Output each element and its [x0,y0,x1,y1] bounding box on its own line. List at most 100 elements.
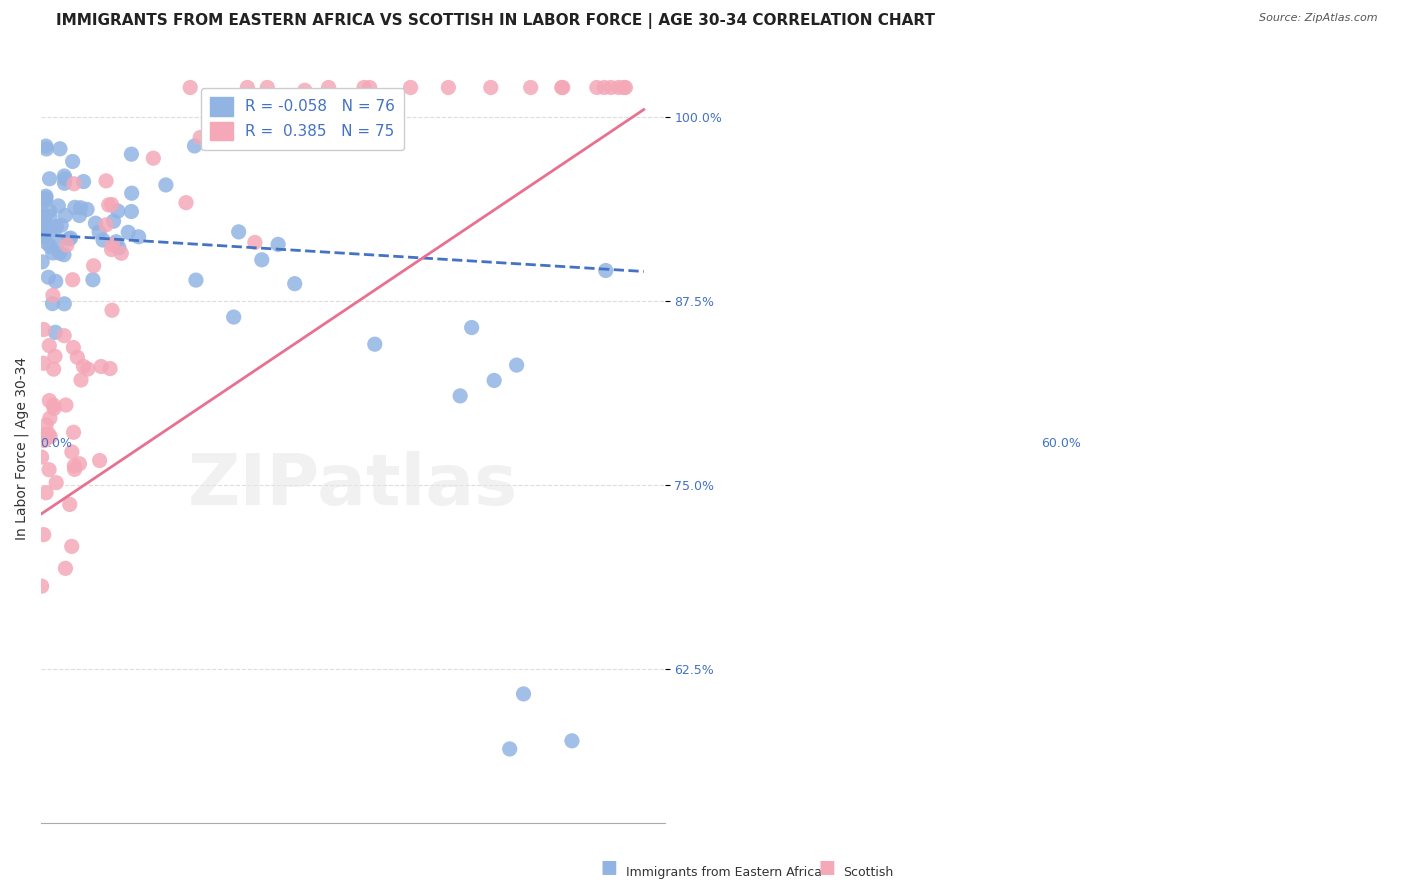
Immigrants from Eastern Africa [364,337,387,351]
Immigrants from Eastern Africa [82,273,104,287]
Immigrants from Eastern Africa [595,263,617,277]
Scottish [519,80,541,95]
Scottish [62,425,84,440]
Immigrants from Eastern Africa [41,296,63,310]
Immigrants from Eastern Africa [284,277,307,291]
Scottish [188,130,211,145]
Scottish [42,288,65,302]
Text: 0.0%: 0.0% [41,437,73,450]
Scottish [32,356,55,370]
Immigrants from Eastern Africa [48,246,70,260]
Immigrants from Eastern Africa [52,248,75,262]
Scottish [60,445,83,459]
Immigrants from Eastern Africa [53,209,76,223]
Y-axis label: In Labor Force | Age 30-34: In Labor Force | Age 30-34 [15,357,30,540]
Immigrants from Eastern Africa [31,209,53,223]
Immigrants from Eastern Africa [505,358,527,372]
Scottish [98,361,121,376]
Immigrants from Eastern Africa [48,234,70,248]
Scottish [32,427,55,442]
Scottish [399,80,422,95]
Scottish [38,463,60,477]
Scottish [53,328,76,343]
Immigrants from Eastern Africa [107,204,129,219]
Legend: R = -0.058   N = 76, R =  0.385   N = 75: R = -0.058 N = 76, R = 0.385 N = 75 [201,88,405,150]
Immigrants from Eastern Africa [45,219,67,234]
Immigrants from Eastern Africa [183,139,205,153]
Scottish [55,561,77,575]
Text: IMMIGRANTS FROM EASTERN AFRICA VS SCOTTISH IN LABOR FORCE | AGE 30-34 CORRELATIO: IMMIGRANTS FROM EASTERN AFRICA VS SCOTTI… [56,13,935,29]
Scottish [353,80,375,95]
Immigrants from Eastern Africa [39,210,62,224]
Immigrants from Eastern Africa [120,147,142,161]
Scottish [62,341,84,355]
Immigrants from Eastern Africa [155,178,177,192]
Immigrants from Eastern Africa [34,193,56,207]
Scottish [60,540,83,554]
Immigrants from Eastern Africa [103,214,125,228]
Scottish [90,359,112,374]
Scottish [100,243,122,257]
Immigrants from Eastern Africa [460,320,482,334]
Scottish [31,579,53,593]
Immigrants from Eastern Africa [53,176,76,190]
Immigrants from Eastern Africa [51,219,73,233]
Scottish [585,80,607,95]
Scottish [174,195,197,210]
Text: Source: ZipAtlas.com: Source: ZipAtlas.com [1260,13,1378,23]
Scottish [44,349,66,363]
Scottish [32,322,55,336]
Immigrants from Eastern Africa [76,202,98,217]
Immigrants from Eastern Africa [49,142,72,156]
Immigrants from Eastern Africa [67,209,90,223]
Scottish [38,427,60,442]
Scottish [437,80,460,95]
Immigrants from Eastern Africa [34,227,56,242]
Text: 60.0%: 60.0% [1040,437,1081,450]
Immigrants from Eastern Africa [38,204,60,219]
Scottish [42,362,65,376]
Scottish [593,80,616,95]
Scottish [39,411,62,425]
Scottish [42,398,65,412]
Scottish [243,235,266,250]
Immigrants from Eastern Africa [128,229,150,244]
Scottish [56,238,79,252]
Immigrants from Eastern Africa [184,273,207,287]
Scottish [76,362,98,376]
Scottish [318,80,340,95]
Scottish [179,80,201,95]
Immigrants from Eastern Africa [31,228,53,243]
Immigrants from Eastern Africa [108,241,131,255]
Immigrants from Eastern Africa [449,389,471,403]
Scottish [35,417,58,432]
Immigrants from Eastern Africa [39,239,62,253]
Immigrants from Eastern Africa [499,742,522,756]
Scottish [83,259,105,273]
Immigrants from Eastern Africa [44,326,66,340]
Immigrants from Eastern Africa [250,252,273,267]
Scottish [294,83,316,97]
Immigrants from Eastern Africa [35,139,58,153]
Immigrants from Eastern Africa [69,201,91,215]
Scottish [100,197,122,211]
Immigrants from Eastern Africa [561,734,583,748]
Scottish [359,80,381,95]
Scottish [59,498,82,512]
Immigrants from Eastern Africa [228,225,250,239]
Immigrants from Eastern Africa [35,142,58,156]
Immigrants from Eastern Africa [31,205,53,219]
Scottish [38,393,60,408]
Immigrants from Eastern Africa [39,223,62,237]
Immigrants from Eastern Africa [105,235,128,249]
Scottish [285,96,308,111]
Immigrants from Eastern Africa [32,220,55,235]
Scottish [101,303,124,318]
Scottish [34,434,56,448]
Immigrants from Eastern Africa [84,216,107,230]
Text: Scottish: Scottish [844,866,894,879]
Scottish [600,80,623,95]
Scottish [32,527,55,541]
Scottish [110,246,132,260]
Scottish [97,198,120,212]
